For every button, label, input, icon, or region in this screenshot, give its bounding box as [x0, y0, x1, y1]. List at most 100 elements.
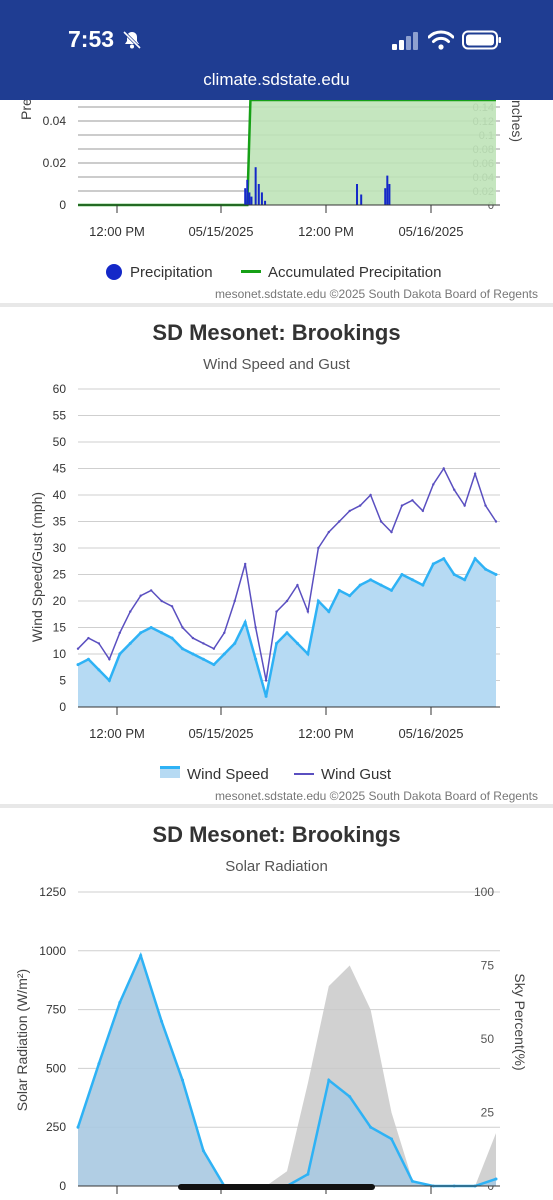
legend-wind-speed[interactable]: Wind Speed [160, 766, 269, 783]
wind-speed-point [181, 647, 184, 651]
x-tick-label: 05/16/2025 [398, 224, 463, 239]
wind-speed-point [264, 694, 268, 698]
wind-gust-point [463, 504, 466, 507]
solar-radiation-point [306, 1172, 310, 1176]
wind-speed-point [212, 663, 216, 667]
wind-speed-point [107, 679, 111, 682]
wind-gust-point [369, 493, 372, 497]
status-time: 7:53 [68, 26, 115, 52]
wind-gust-point [275, 610, 278, 613]
wind-speed-point [97, 668, 101, 672]
wind-speed-point [191, 652, 195, 656]
x-tick-label: 12:00 PM [89, 224, 145, 239]
wind-speed-point [139, 631, 143, 635]
wind-speed-point [484, 567, 488, 571]
home-indicator [178, 1184, 375, 1190]
wind-gust-point [317, 546, 320, 550]
solar-radiation-point [118, 1001, 122, 1005]
wind-speed-point [327, 610, 331, 614]
wind-chart-panel: SD Mesonet: Brookings Wind Speed and Gus… [0, 307, 553, 804]
accumulated-line [78, 100, 496, 207]
solar-radiation-point [410, 1179, 414, 1183]
wind-chart: 0 5 10 15 20 25 30 35 40 45 50 55 60 12:00 PM 05/15/20… [29, 382, 500, 741]
y2-tick-label: 100 [474, 885, 494, 899]
wind-speed-point [128, 641, 132, 645]
y-tick-label: 50 [53, 435, 67, 449]
wind-gust-point [348, 509, 351, 513]
wind-gust-legend-icon [294, 773, 314, 775]
legend-precipitation-label: Precipitation [130, 264, 213, 281]
y-tick-label: 500 [46, 1061, 66, 1075]
wind-gust-point [264, 679, 268, 682]
y-tick-label: 10 [53, 647, 67, 661]
wind-speed-point [118, 652, 122, 656]
wind-gust-point [118, 631, 122, 634]
y-tick-label: 750 [46, 1003, 66, 1017]
wind-gust-point [139, 594, 142, 597]
wind-gust-point [338, 520, 341, 523]
y-tick-label: 0.04 [43, 114, 67, 128]
y-tick-label: 0 [59, 198, 66, 212]
precipitation-credit: mesonet.sdstate.edu ©2025 South Dakota B… [214, 287, 538, 301]
wind-gust-point [390, 530, 393, 534]
wind-speed-point [76, 663, 80, 667]
y2-tick-label: 25 [481, 1106, 495, 1120]
x-tick-label: 12:00 PM [298, 224, 354, 239]
wind-speed-point [442, 557, 446, 561]
cellular-signal-icon [392, 32, 418, 50]
wind-speed-point [222, 652, 226, 656]
wind-gust-point [129, 610, 132, 613]
precipitation-chart: 00.020.040.060.080.10.120.1400.020.0412:… [18, 100, 525, 239]
solar-radiation-point [160, 1019, 164, 1023]
solar-radiation-point [181, 1078, 184, 1082]
browser-top-bar: 7:53 climate.sdstate.edu [0, 0, 553, 100]
panel-divider [0, 303, 553, 307]
y-tick-label: 20 [53, 594, 67, 608]
legend-precipitation[interactable]: Precipitation [106, 264, 213, 281]
url-bar[interactable]: climate.sdstate.edu [203, 70, 350, 89]
solar-radiation-area [78, 955, 496, 1186]
y-tick-label: 0.02 [43, 156, 67, 170]
legend-wind-gust[interactable]: Wind Gust [294, 766, 391, 783]
solar-chart: 0250500750100012500255075100Solar Radiat… [14, 885, 528, 1194]
wind-speed-point [410, 578, 414, 582]
wind-speed-point [285, 631, 289, 635]
wind-gust-point [327, 530, 330, 534]
wind-gust-point [296, 583, 299, 587]
wind-speed-point [379, 583, 383, 587]
solar-radiation-point [369, 1125, 373, 1129]
wind-gust-point [484, 504, 487, 507]
accumulated-legend-icon [241, 270, 261, 273]
y2-tick-label: 75 [481, 959, 495, 973]
legend-wind-speed-label: Wind Speed [187, 766, 269, 783]
wind-gust-point [233, 599, 236, 603]
wind-gust-point [223, 631, 226, 634]
wind-gust-point [244, 562, 247, 566]
wind-speed-point [254, 657, 258, 661]
wind-gust-point [473, 472, 477, 475]
y2-axis-label: Sky Percent(%) [512, 973, 528, 1070]
wind-gust-point [97, 642, 101, 645]
legend-accumulated-precipitation[interactable]: Accumulated Precipitation [241, 264, 441, 281]
wind-gust-point [254, 626, 257, 629]
wifi-icon [428, 30, 454, 50]
wind-gust-point [181, 626, 184, 629]
panel-divider [0, 804, 553, 808]
wind-credit: mesonet.sdstate.edu ©2025 South Dakota B… [214, 789, 538, 803]
bell-mute-icon [122, 30, 142, 50]
wind-speed-point [348, 594, 352, 598]
wind-speed-point [170, 636, 174, 640]
wind-gust-point [108, 658, 111, 661]
y-tick-label: 30 [53, 541, 67, 555]
y-tick-label: 1250 [39, 885, 66, 899]
y-axis-label: Wind Speed/Gust (mph) [29, 492, 45, 642]
sky-percent-area [78, 965, 496, 1186]
y-tick-label: 55 [53, 409, 67, 423]
y2-axis-label: nches) [509, 100, 525, 142]
wind-gust-point [149, 589, 153, 592]
y2-tick-label: 50 [481, 1032, 495, 1046]
wind-speed-point [337, 588, 341, 592]
y-tick-label: 5 [59, 674, 66, 688]
wind-gust-point [432, 483, 435, 486]
y-tick-label: 45 [53, 462, 67, 476]
